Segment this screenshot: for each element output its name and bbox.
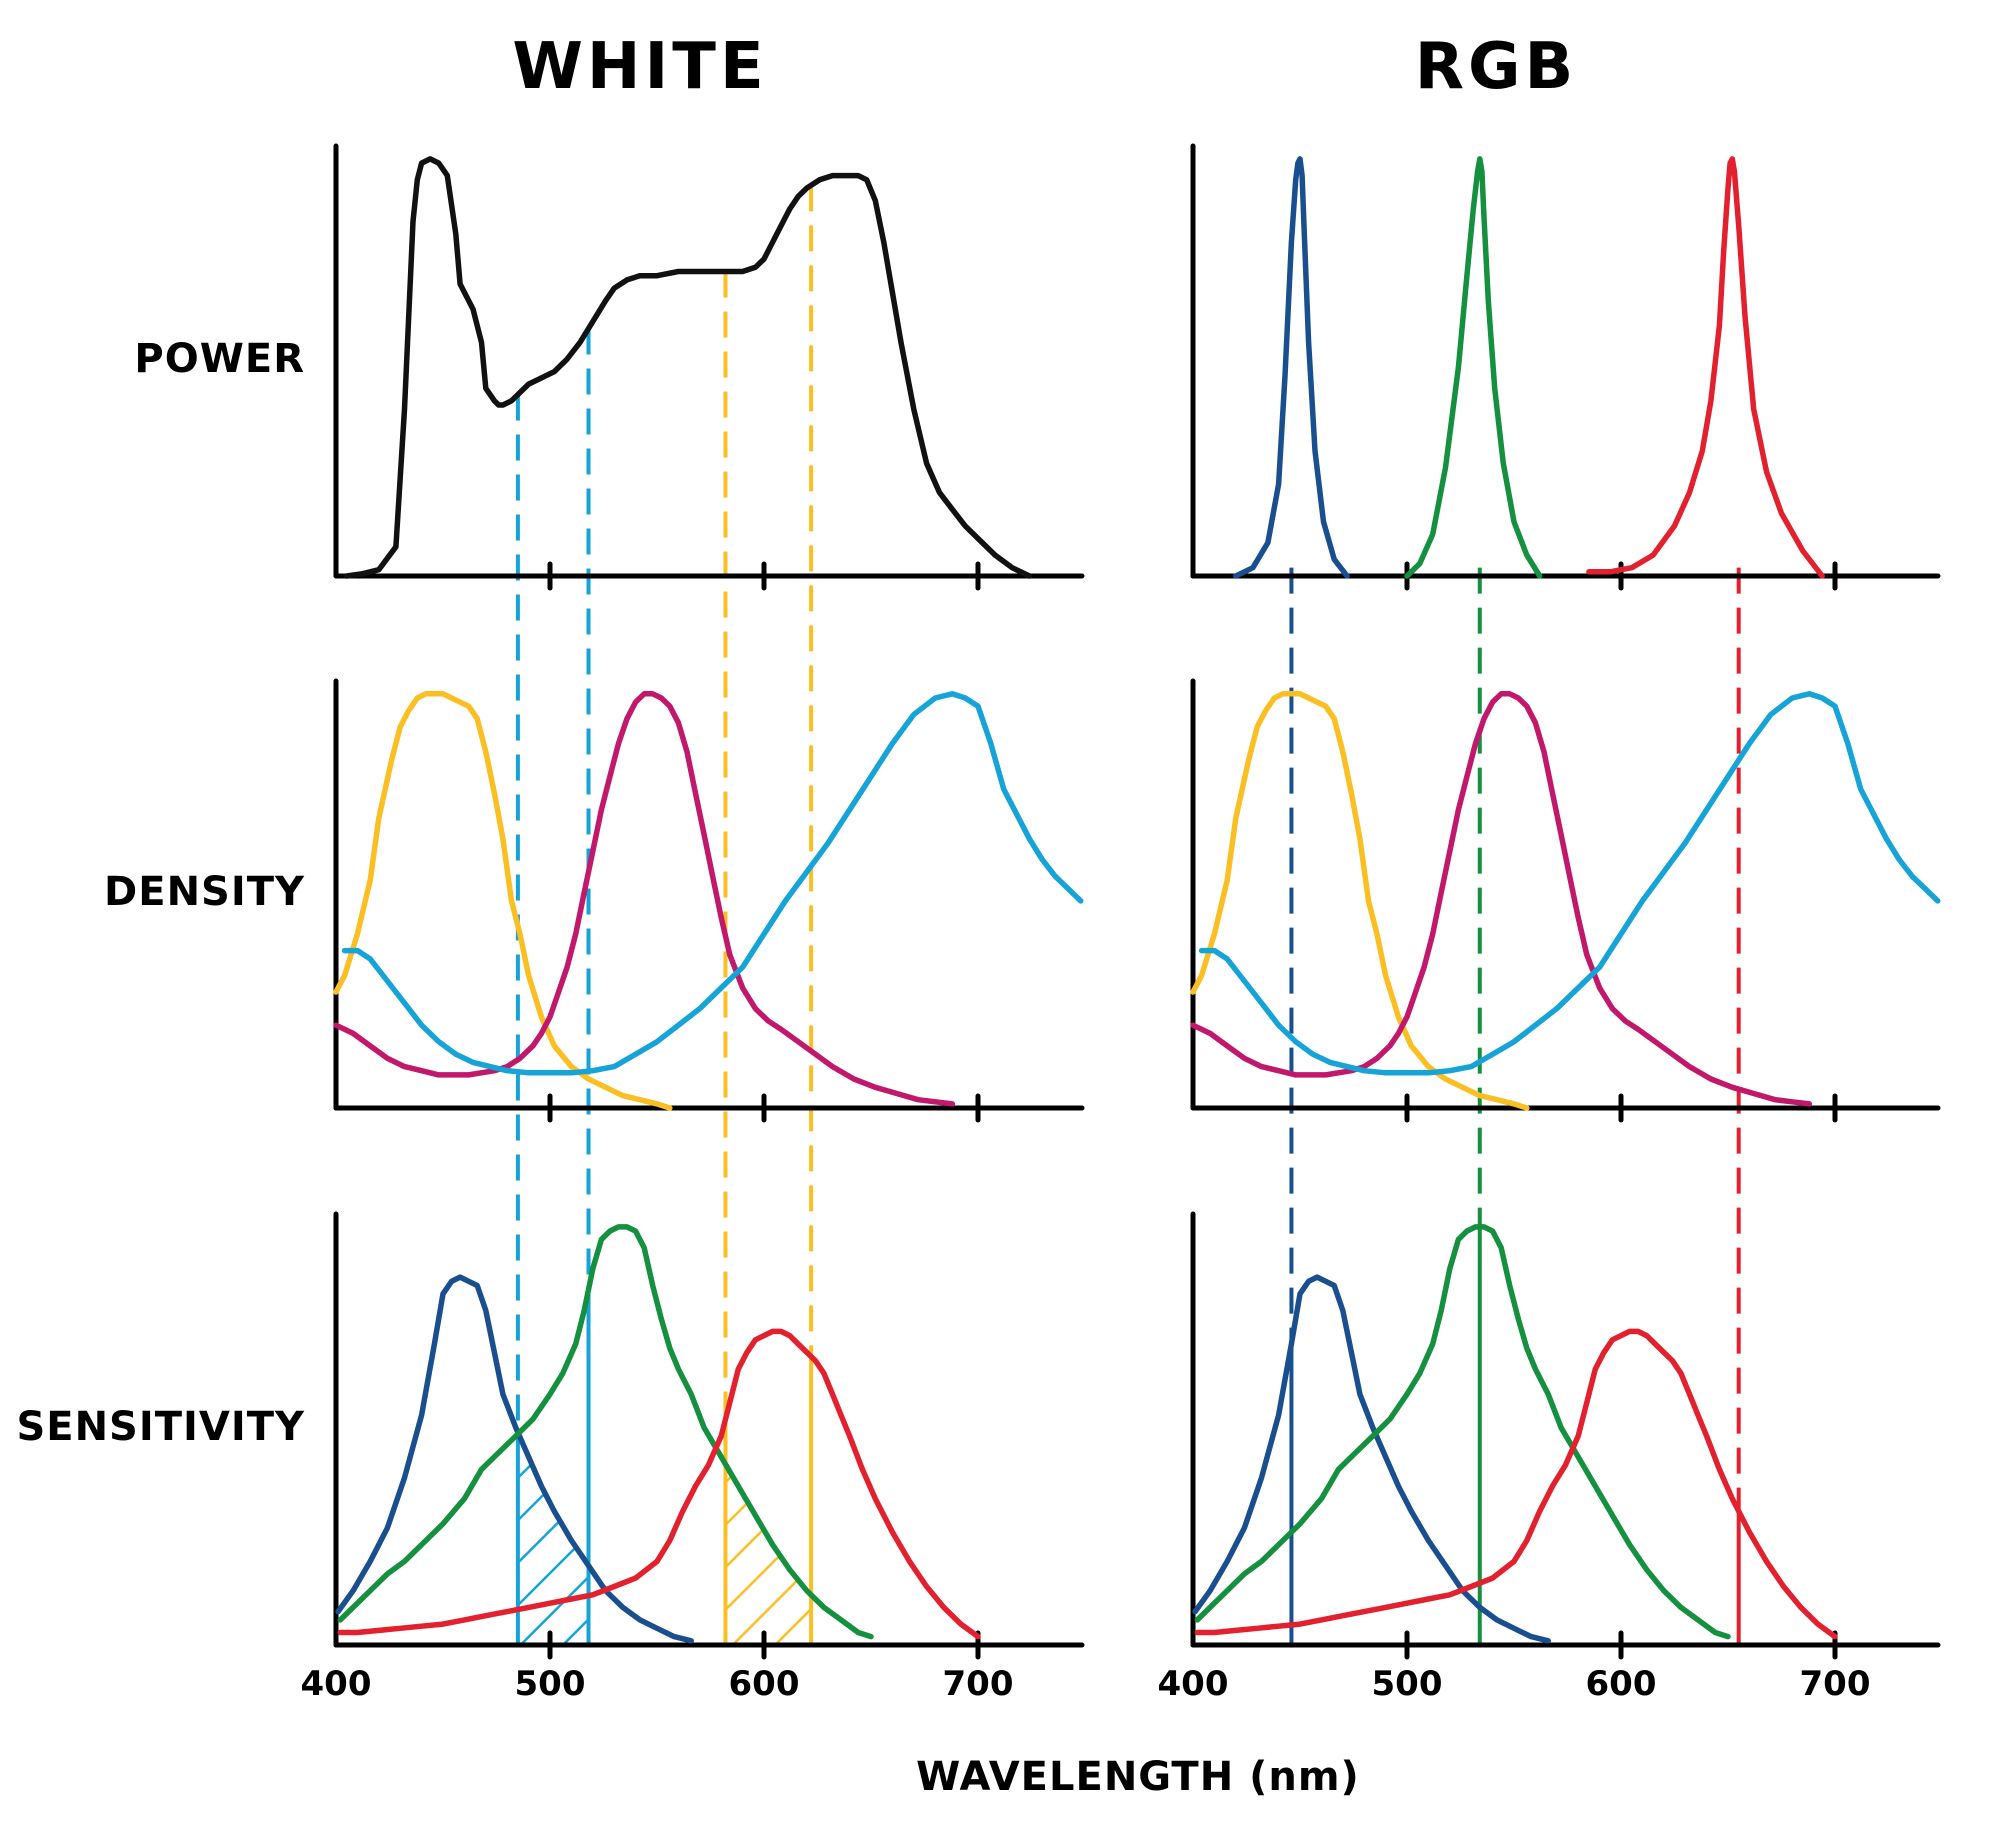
x-axis-title: WAVELENGTH (nm) bbox=[916, 1754, 1360, 1800]
row-label-power: POWER bbox=[134, 336, 305, 382]
black-curve bbox=[343, 156, 1033, 579]
blue-curve bbox=[1192, 1274, 1551, 1644]
title-rgb: RGB bbox=[1415, 30, 1578, 104]
blue-curve bbox=[335, 1274, 694, 1644]
panel-white-density bbox=[333, 678, 1085, 1123]
panel-rgb-density bbox=[1190, 678, 1941, 1123]
chart-panels: 400 500 600 700 400 500 600 700 bbox=[301, 143, 1941, 1704]
tick-label-white-400: 400 bbox=[301, 1664, 372, 1704]
tick-label-rgb-600: 600 bbox=[1586, 1664, 1657, 1704]
title-white: WHITE bbox=[512, 30, 767, 104]
magenta-curve bbox=[333, 691, 956, 1107]
panel-white-sensitivity bbox=[333, 1211, 1085, 1660]
tick-label-white-600: 600 bbox=[729, 1664, 800, 1704]
green-curve bbox=[337, 1224, 874, 1640]
row-label-sensitivity: SENSITIVITY bbox=[16, 1404, 305, 1450]
tick-label-white-500: 500 bbox=[515, 1664, 586, 1704]
tick-label-rgb-700: 700 bbox=[1800, 1664, 1871, 1704]
hatched-band-yellow bbox=[725, 1464, 812, 1645]
panel-rgb-power bbox=[1190, 143, 1941, 591]
cyan-curve bbox=[341, 691, 1084, 1076]
red-curve bbox=[1586, 156, 1825, 579]
panel-white-power bbox=[333, 143, 1085, 591]
yellow-curve bbox=[1190, 691, 1530, 1111]
tick-label-rgb-500: 500 bbox=[1372, 1664, 1443, 1704]
hatched-overlap-bands bbox=[517, 1433, 812, 1645]
yellow-curve bbox=[333, 691, 673, 1111]
hatched-band-cyan bbox=[517, 1433, 589, 1645]
cyan-curve bbox=[1198, 691, 1941, 1076]
row-label-density: DENSITY bbox=[104, 869, 305, 915]
guide-lines bbox=[515, 185, 1741, 1645]
blue-curve bbox=[1233, 156, 1350, 579]
magenta-curve bbox=[1190, 691, 1813, 1107]
red-curve bbox=[337, 1328, 981, 1640]
tick-label-rgb-400: 400 bbox=[1158, 1664, 1229, 1704]
tick-label-white-700: 700 bbox=[943, 1664, 1014, 1704]
green-curve bbox=[1194, 1224, 1731, 1640]
panel-rgb-sensitivity bbox=[1190, 1211, 1941, 1660]
red-curve bbox=[1194, 1328, 1838, 1640]
green-curve bbox=[1404, 156, 1543, 579]
